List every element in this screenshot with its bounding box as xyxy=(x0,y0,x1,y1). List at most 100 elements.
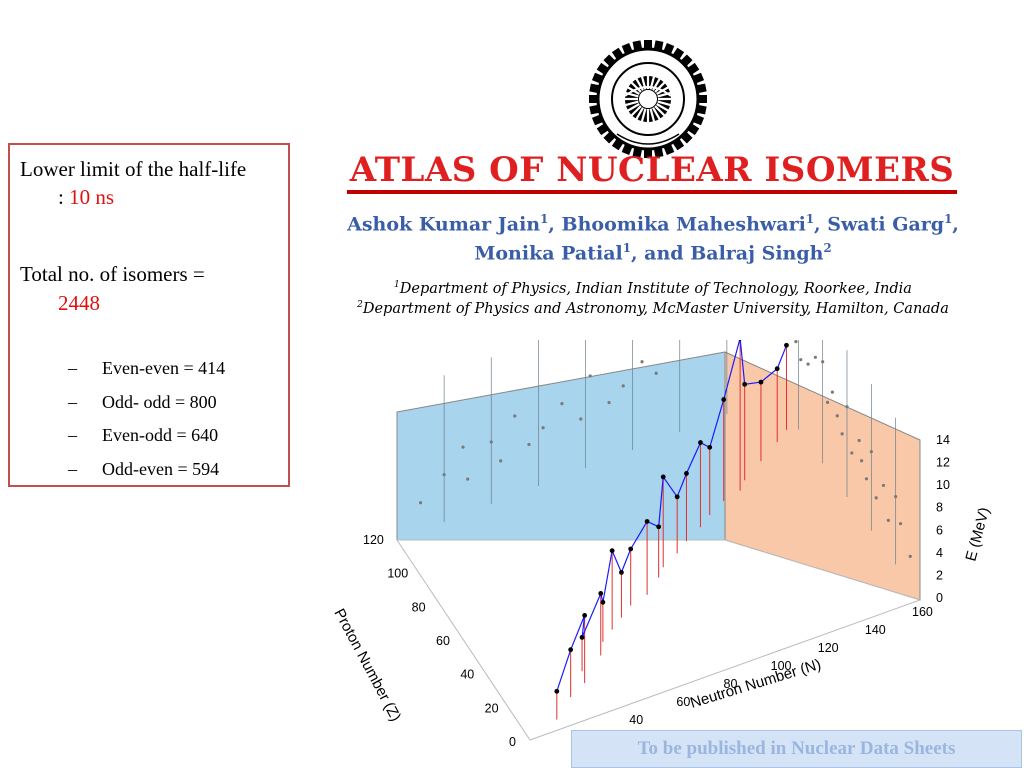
data-point xyxy=(568,647,574,653)
x-tick-label: 0 xyxy=(535,749,542,750)
data-point xyxy=(674,494,680,500)
authors-line-1: Ashok Kumar Jain1, Bhoomika Maheshwari1,… xyxy=(318,212,988,235)
affiliation-2: 2Department of Physics and Astronomy, Mc… xyxy=(318,300,988,317)
affiliation-1: 1Department of Physics, Indian Institute… xyxy=(318,280,988,297)
affiliation-text: Department of Physics, Indian Institute … xyxy=(399,280,912,297)
data-point xyxy=(721,397,727,402)
wall-projection-point xyxy=(794,340,798,344)
breakdown-item: – Even-odd = 640 xyxy=(68,425,218,446)
cog-tooth xyxy=(644,150,652,158)
wall-projection-point xyxy=(821,360,825,364)
cog-tooth xyxy=(591,114,603,126)
wall-projection-point xyxy=(579,417,583,421)
author-affil-mark: 1 xyxy=(944,212,953,226)
wall-projection-point xyxy=(654,371,658,375)
wall-projection-point xyxy=(835,414,839,418)
floor-plane xyxy=(396,539,922,741)
wheel-spoke xyxy=(657,100,678,108)
wall-projection-point xyxy=(588,374,592,378)
z-tick-label: 14 xyxy=(936,433,950,447)
wall-projection-point xyxy=(874,496,878,500)
y-tick-label: 20 xyxy=(485,701,499,715)
cog-tooth xyxy=(644,40,652,48)
y-tick-label: 40 xyxy=(460,668,474,682)
title-underline xyxy=(347,190,957,194)
wheel-spoke xyxy=(632,107,644,126)
wall-projection-point xyxy=(461,445,465,449)
cog-tooth xyxy=(663,144,675,156)
half-life-value: 10 ns xyxy=(69,185,115,209)
half-life-line: : 10 ns xyxy=(58,183,114,211)
data-point xyxy=(784,342,789,348)
cog-tooth xyxy=(621,144,633,156)
wheel-spoke xyxy=(649,108,657,129)
wall-projection-point xyxy=(527,442,531,447)
wall-projection-point xyxy=(886,518,890,522)
half-life-prefix: : xyxy=(58,185,64,209)
cog-tooth xyxy=(632,40,642,50)
author-affil-mark: 1 xyxy=(805,212,814,226)
author-name: Monika Patial xyxy=(474,242,623,265)
data-point xyxy=(644,519,650,524)
wall-projection-point xyxy=(466,477,470,481)
wall-projection-point xyxy=(825,400,830,404)
wall-projection-point xyxy=(513,414,517,418)
y-tick-label: 0 xyxy=(509,735,516,749)
author-name: , Swati Garg xyxy=(814,213,945,236)
wall-projection-point xyxy=(908,554,912,558)
x-tick-label: 120 xyxy=(818,641,839,655)
cog-tooth xyxy=(632,148,642,158)
data-point xyxy=(582,613,588,618)
cog-tooth xyxy=(663,42,675,54)
wall-projection-point xyxy=(607,400,611,405)
affiliation-text: Department of Physics and Astronomy, McM… xyxy=(362,300,949,317)
wall-projection-point xyxy=(806,362,810,366)
z-tick-label: 2 xyxy=(936,568,943,582)
x-tick-label: 140 xyxy=(865,623,886,637)
wall-projection-point xyxy=(860,459,864,463)
z-tick-label: 4 xyxy=(936,546,943,560)
z-tick-label: 12 xyxy=(936,456,950,470)
total-value: 2448 xyxy=(58,291,100,315)
wheel-spoke xyxy=(618,100,639,108)
wheel-spoke xyxy=(639,108,647,129)
cog-tooth xyxy=(697,105,707,115)
wall-projection-point xyxy=(869,450,873,454)
z-tick-label: 6 xyxy=(936,523,943,537)
author-name: Ashok Kumar Jain xyxy=(347,213,541,236)
info-box: Lower limit of the half-life : 10 ns Tot… xyxy=(8,143,290,487)
y-tick-label: 120 xyxy=(363,533,384,547)
author-name: , and Balraj Singh xyxy=(630,242,824,265)
wall-projection-point xyxy=(499,459,503,463)
wall-projection-point xyxy=(845,405,849,409)
z-tick-label: 8 xyxy=(936,501,943,515)
x-tick-label: 80 xyxy=(724,677,738,691)
data-point xyxy=(619,569,624,575)
wall-projection-point xyxy=(813,355,817,359)
institute-seal-logo xyxy=(589,40,707,158)
cog-tooth xyxy=(693,114,705,126)
data-point xyxy=(738,340,742,341)
cog-tooth xyxy=(589,83,599,93)
data-point xyxy=(707,444,713,450)
wall-projection-point xyxy=(489,440,493,444)
series-line xyxy=(556,340,788,692)
wall-projection-point xyxy=(418,501,423,505)
x-tick-label: 40 xyxy=(629,713,643,727)
back-wall xyxy=(396,351,726,541)
wheel-spoke xyxy=(621,103,640,115)
isomer-3d-chart: 0204060801001201401600204060801001200246… xyxy=(330,340,993,750)
cog-tooth xyxy=(591,72,603,84)
wall-projection-point xyxy=(621,384,625,388)
breakdown-label: Odd- odd = 800 xyxy=(102,392,217,412)
wall-projection-point xyxy=(894,495,898,499)
wall-projection-point xyxy=(640,360,644,364)
wall-projection-point xyxy=(881,483,886,488)
dash-glyph: – xyxy=(68,425,77,445)
data-point xyxy=(660,474,666,480)
wheel-spoke xyxy=(639,69,647,90)
dash-glyph: – xyxy=(68,358,77,378)
author-sep: , xyxy=(952,213,959,236)
page-title: ATLAS OF NUCLEAR ISOMERS xyxy=(349,150,955,190)
author-affil-mark: 1 xyxy=(540,212,549,226)
